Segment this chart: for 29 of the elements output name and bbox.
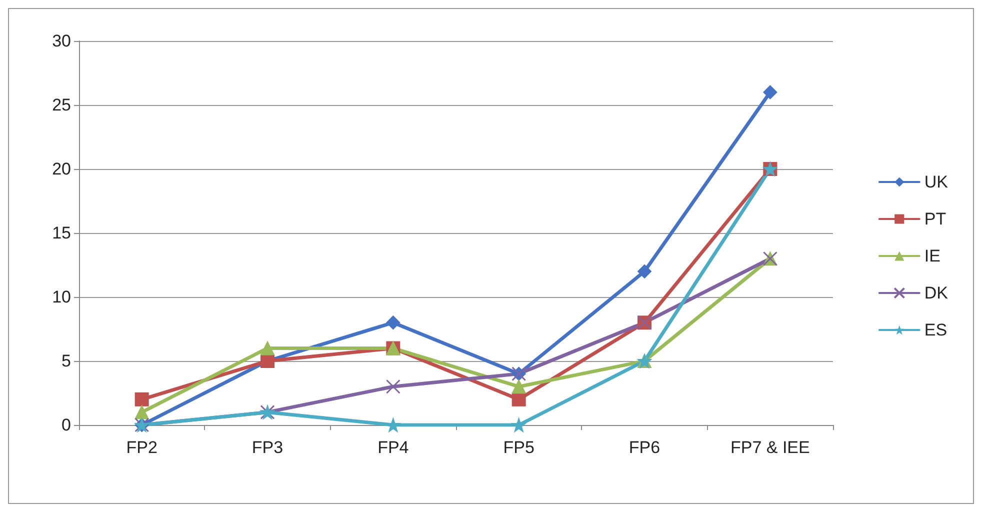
- point: [386, 379, 400, 394]
- y-tick-label: 30: [52, 32, 71, 50]
- y-tick-label: 5: [62, 352, 71, 370]
- point: [134, 405, 149, 420]
- point: [260, 341, 274, 356]
- point: [512, 380, 526, 394]
- point: [134, 392, 149, 406]
- legend-label: PT: [924, 210, 946, 228]
- legend-label: ES: [924, 320, 948, 340]
- y-tick-label: 10: [52, 288, 71, 306]
- legend-label: DK: [924, 284, 949, 302]
- point: [386, 418, 400, 432]
- x-tick-label: FP6: [628, 438, 660, 457]
- x-tick-label: FP2: [126, 438, 158, 457]
- point: [763, 85, 778, 100]
- point: [512, 392, 526, 406]
- y-tick-label: 15: [52, 224, 71, 242]
- legend-label: IE: [924, 246, 940, 266]
- x-tick-label: FP5: [503, 438, 534, 457]
- y-tick-label: 0: [62, 416, 71, 434]
- y-tick-label: 25: [52, 96, 71, 114]
- x-tick-label: FP4: [378, 438, 409, 457]
- x-tick-label: FP7 & IEE: [730, 438, 810, 457]
- legend-label: UK: [924, 172, 949, 192]
- x-tick-label: FP3: [252, 438, 284, 457]
- point: [386, 316, 400, 330]
- y-tick-label: 20: [52, 160, 71, 178]
- point: [512, 418, 526, 432]
- point: [638, 264, 652, 278]
